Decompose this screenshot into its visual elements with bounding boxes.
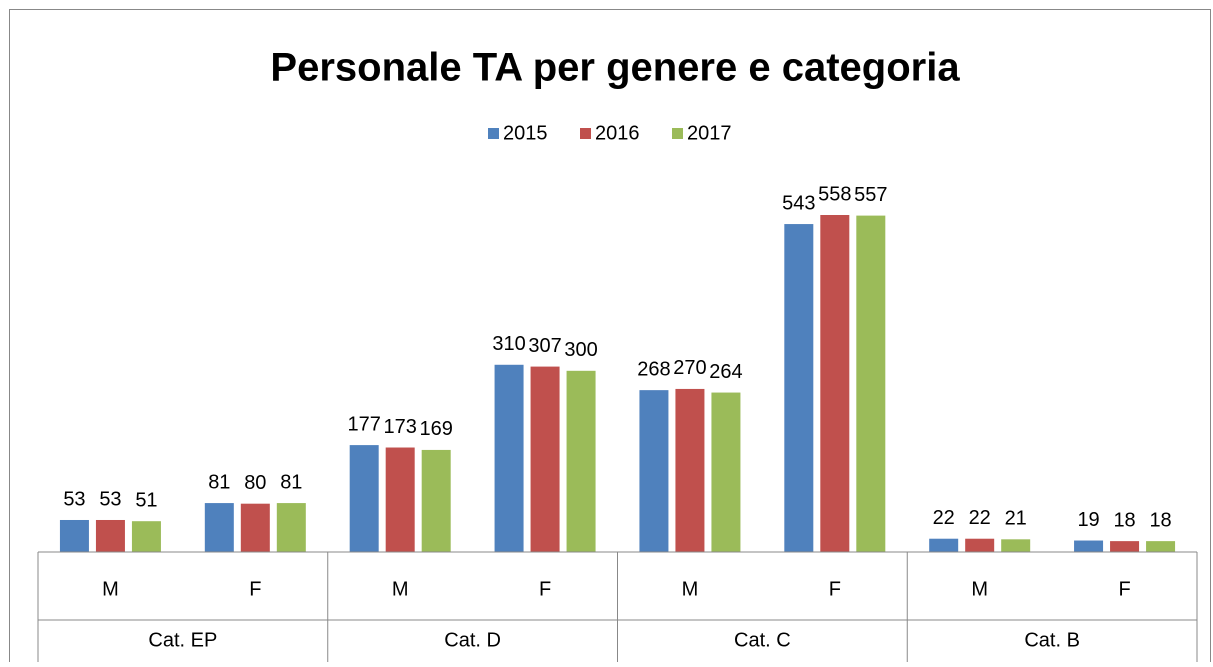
bar [566,370,596,552]
data-label: 177 [348,413,381,435]
bar [204,503,234,552]
data-label: 53 [63,488,85,510]
chart-border [9,9,1211,667]
bar [240,503,270,552]
data-label: 81 [208,471,230,493]
x-tick-label: M [102,578,119,600]
legend-swatch [488,128,499,139]
data-label: 18 [1113,509,1135,531]
bar [1146,541,1176,552]
legend-swatch [580,128,591,139]
group-label: Cat. C [734,629,791,651]
legend-label: 2017 [687,122,732,144]
data-label: 270 [673,357,706,379]
bar [95,519,125,552]
chart-title: Personale TA per genere e categoria [270,46,960,90]
bar [820,215,850,552]
bar [711,392,741,552]
x-tick-label: F [249,578,261,600]
bar [965,538,995,552]
data-label: 22 [969,507,991,529]
bar [929,538,959,552]
data-label: 264 [709,361,742,383]
bar [276,503,306,552]
x-tick-label: M [971,578,988,600]
bar [1110,541,1140,552]
bar [675,388,705,552]
data-label: 18 [1149,509,1171,531]
data-label: 173 [384,416,417,438]
data-label: 22 [933,507,955,529]
x-tick-label: F [539,578,551,600]
bar [59,519,89,552]
data-label: 268 [637,358,670,380]
bar [349,445,379,552]
data-label: 81 [280,471,302,493]
data-label: 19 [1077,509,1099,531]
data-label: 557 [854,184,887,206]
data-label: 51 [135,489,157,511]
legend-swatch [672,128,683,139]
bar [856,215,886,552]
legend-label: 2016 [595,122,640,144]
group-label: Cat. EP [148,629,217,651]
x-tick-label: F [1118,578,1130,600]
bar [494,364,524,552]
data-label: 310 [492,333,525,355]
data-label: 543 [782,192,815,214]
bar [421,449,451,552]
legend-label: 2015 [503,122,548,144]
bar [1001,539,1031,552]
bar [131,521,161,552]
data-label: 53 [99,488,121,510]
bar [385,447,415,552]
bar [639,390,669,552]
bar [530,366,560,552]
data-label: 80 [244,472,266,494]
x-tick-label: M [682,578,699,600]
x-tick-label: M [392,578,409,600]
bar [1074,540,1104,552]
data-label: 21 [1005,508,1027,530]
bar [784,224,814,552]
x-tick-label: F [829,578,841,600]
data-label: 558 [818,183,851,205]
data-label: 169 [420,418,453,440]
data-label: 307 [528,335,561,357]
group-label: Cat. B [1024,629,1080,651]
group-label: Cat. D [444,629,501,651]
data-label: 300 [564,339,597,361]
